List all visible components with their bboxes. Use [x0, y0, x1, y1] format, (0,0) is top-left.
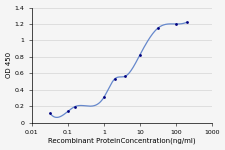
- Y-axis label: OD 450: OD 450: [6, 52, 11, 78]
- X-axis label: Recombinant ProteinConcentration(ng/ml): Recombinant ProteinConcentration(ng/ml): [48, 138, 196, 144]
